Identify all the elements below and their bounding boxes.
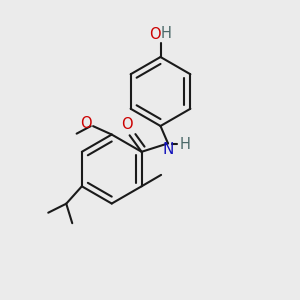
Text: H: H bbox=[161, 26, 172, 41]
Text: O: O bbox=[121, 117, 132, 132]
Text: H: H bbox=[179, 137, 190, 152]
Text: O: O bbox=[149, 27, 161, 42]
Text: N: N bbox=[162, 142, 174, 157]
Text: O: O bbox=[80, 116, 91, 131]
